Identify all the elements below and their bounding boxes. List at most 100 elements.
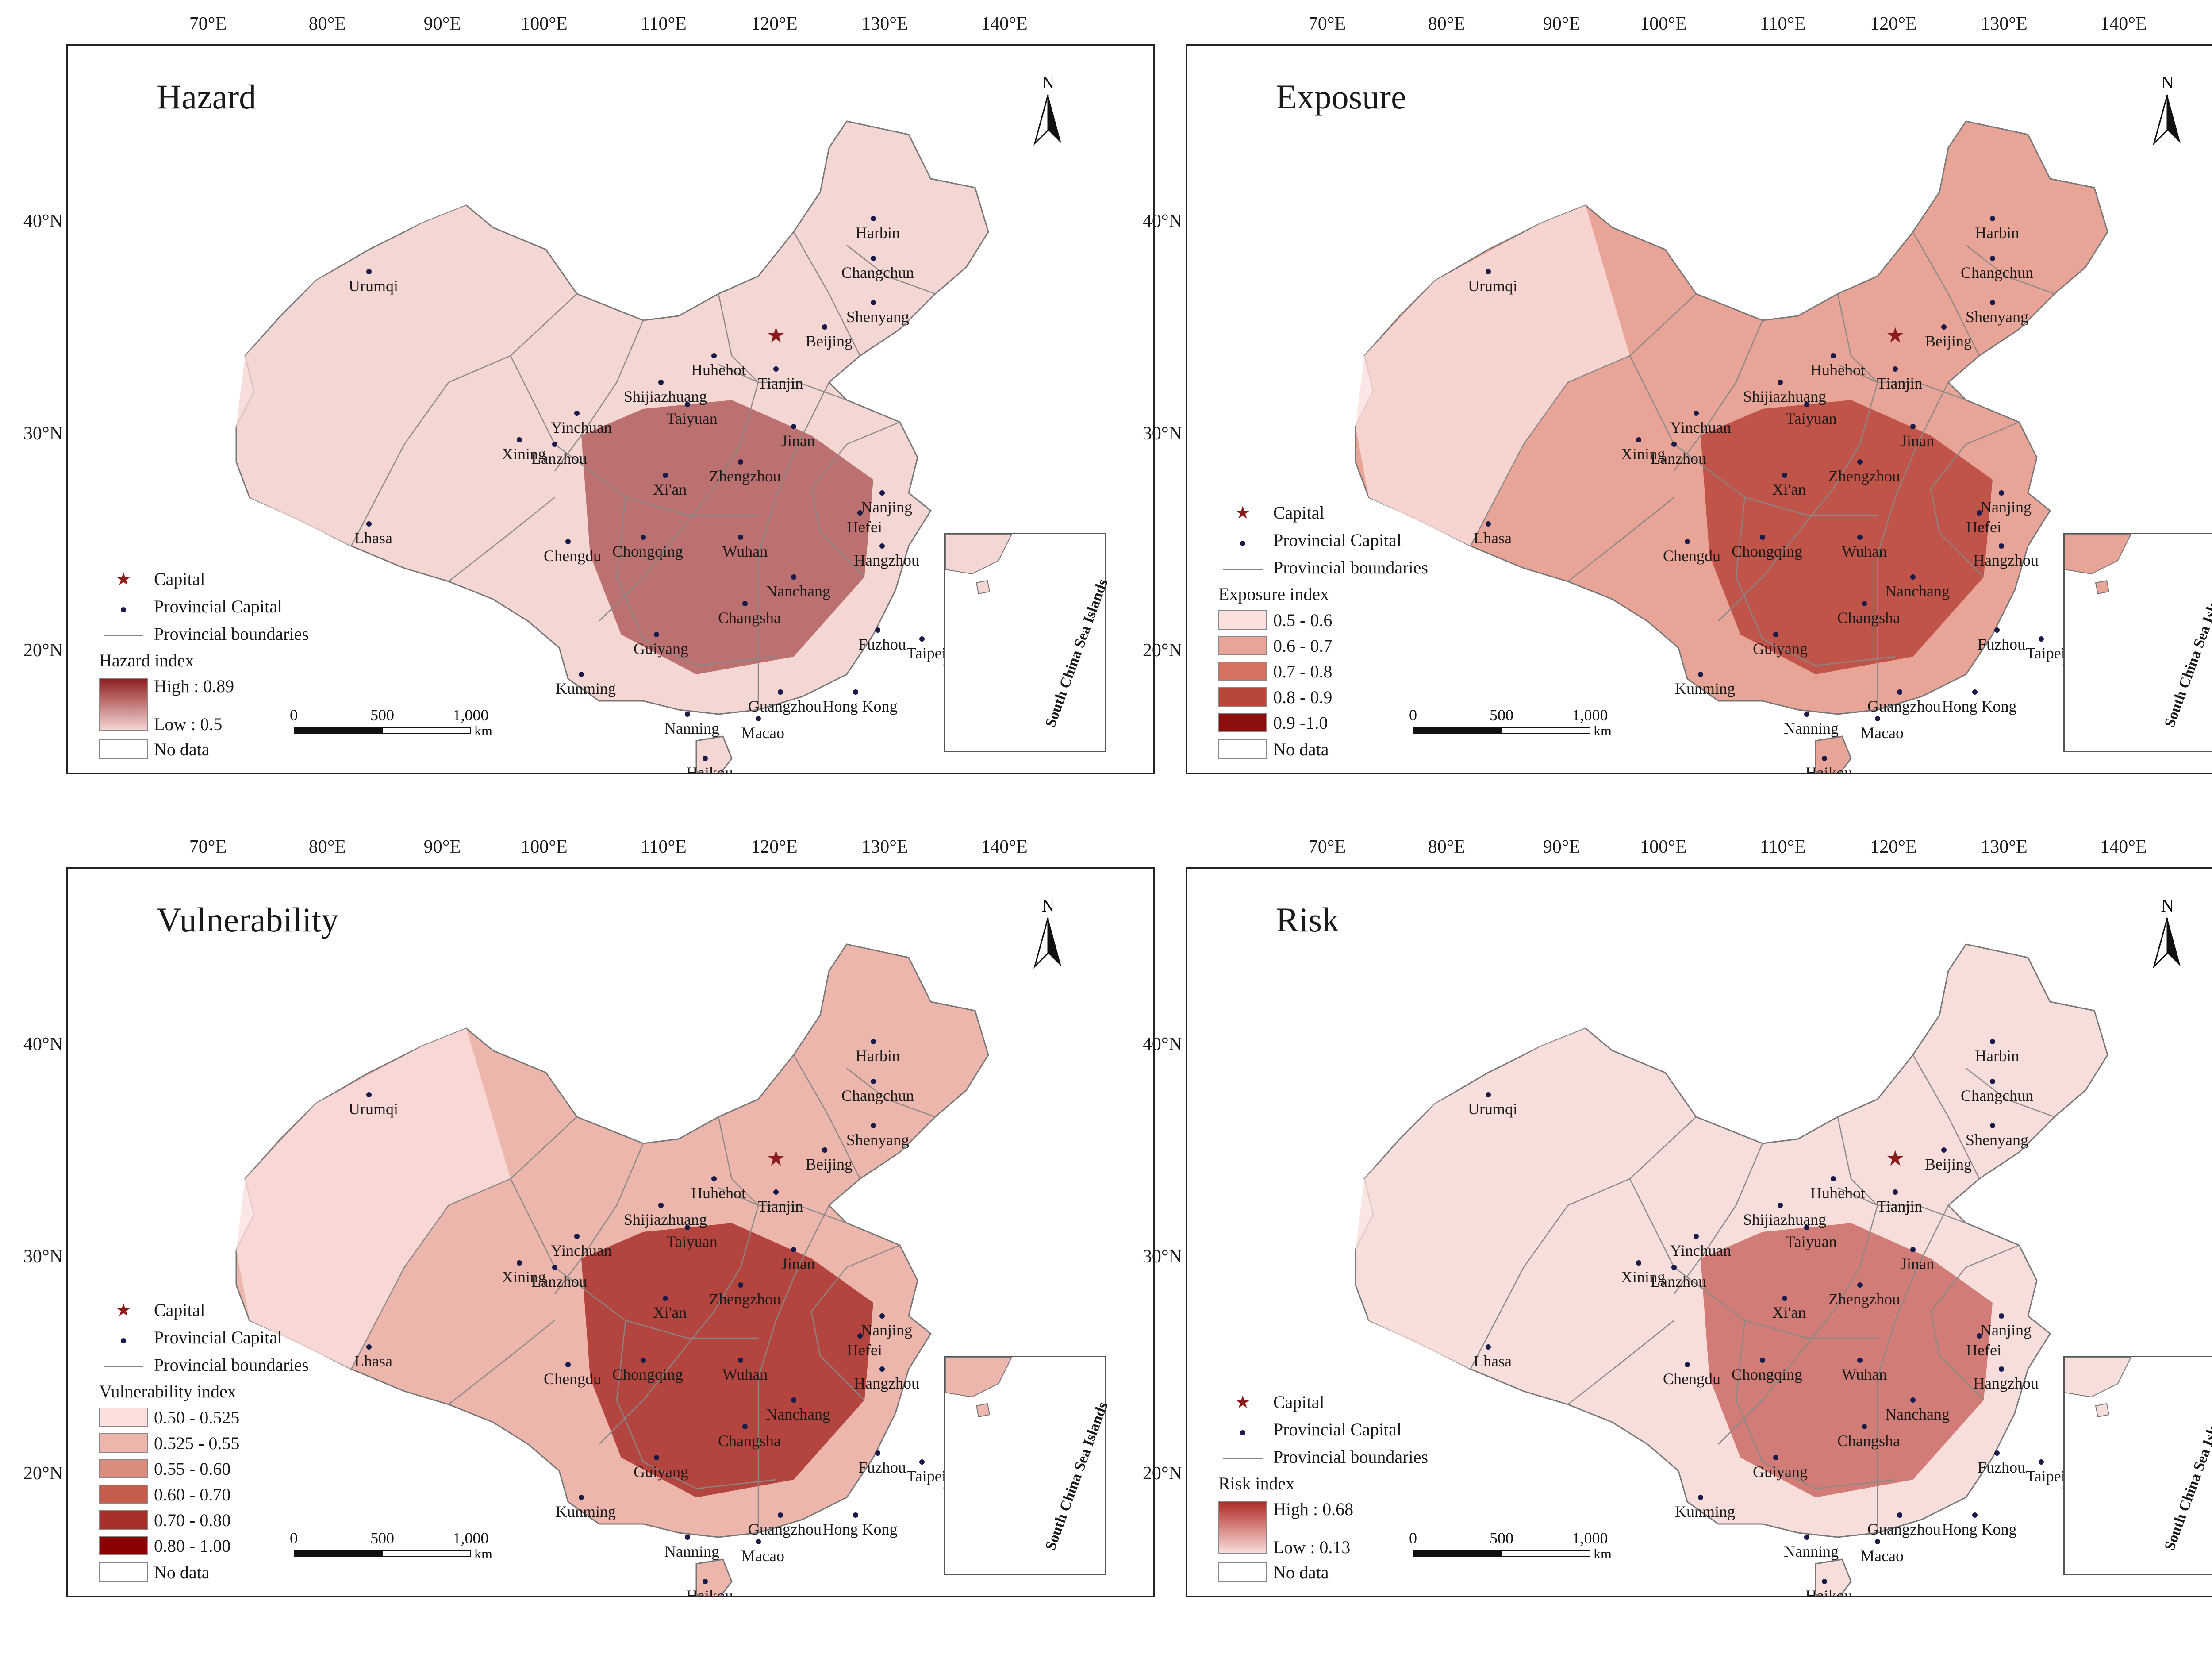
city-label: Hangzhou <box>1973 1374 2039 1392</box>
city-label: Fuzhou <box>1978 635 2025 653</box>
lon-tick-label: 100°E <box>521 14 568 34</box>
city-label: Jinan <box>1901 1255 1934 1273</box>
scale-tick-label: 1,000 <box>453 706 489 724</box>
city-label: Xining <box>501 1268 546 1286</box>
north-arrow: N <box>2147 896 2187 971</box>
scale-tick-label: 1,000 <box>1572 706 1608 724</box>
legend-capital: ★ Capital <box>115 569 205 589</box>
city-label: Lhasa <box>1474 529 1512 547</box>
provincial-capital-dot <box>1773 1455 1778 1460</box>
provincial-boundary <box>616 1320 776 1489</box>
legend-title: Exposure index <box>1218 584 1329 604</box>
low-index-region <box>1356 1028 1630 1369</box>
map-panel-vulnerability: 70°E 80°E 90°E 100°E 110°E 120°E 130°E 140°E ★ Vu… <box>23 823 1155 1597</box>
city-label: Xining <box>1621 445 1666 463</box>
legend-class: 0.9 -1.0 <box>1218 710 1428 735</box>
provincial-capital-dot <box>773 1189 779 1195</box>
provincial-boundary <box>793 1054 861 1179</box>
china-map: ★ <box>235 120 989 773</box>
provincial-capital-dot <box>1857 1282 1863 1288</box>
scale-tick-label: 0 <box>1409 706 1417 724</box>
provincial-boundary <box>1735 1320 1896 1489</box>
city-label: Guiyang <box>634 640 688 658</box>
city-label: Hong Kong <box>1942 1520 2017 1538</box>
provincial-capital-dot <box>654 1455 659 1460</box>
provincial-capital-dot <box>1773 632 1778 637</box>
provincial-capital-dot <box>756 716 761 721</box>
provincial-capital-dot <box>1486 1344 1491 1350</box>
provincial-capital-dot <box>663 473 668 478</box>
provincial-capital-dot <box>1972 689 1978 695</box>
map-panel-exposure: 70°E 80°E 90°E 100°E 110°E 120°E 130°E 140°E ★ Ex… <box>1143 0 2212 774</box>
capital-star: ★ <box>1886 324 1905 347</box>
city-label: Huhehot <box>691 361 746 379</box>
lon-tick-label: 140°E <box>2100 14 2147 34</box>
north-arrow: N <box>1028 73 1068 148</box>
provincial-capital-dot <box>1990 256 1995 261</box>
city-label: Macao <box>1860 724 1904 742</box>
lon-tick-label: 130°E <box>1981 14 2028 34</box>
city-label: Guangzhou <box>748 1520 822 1538</box>
lat-tick-label: 40°N <box>1142 211 1182 231</box>
provincial-capital-dot <box>685 402 690 407</box>
legend-class: 0.5 - 0.6 <box>1218 607 1428 633</box>
city-label: Nanning <box>664 719 719 737</box>
provincial-boundary <box>554 1143 644 1294</box>
provincial-capital-dot <box>1782 473 1787 478</box>
lat-tick-label: 20°N <box>23 1463 63 1484</box>
provincial-boundary <box>846 1068 936 1118</box>
provincial-boundary <box>1470 293 1697 546</box>
city-label: Tianjin <box>1877 374 1923 392</box>
city-label: Fuzhou <box>858 1458 906 1476</box>
lat-tick-label: 20°N <box>1142 640 1182 661</box>
provincial-boundary <box>1718 1205 1878 1445</box>
city-label: Taiyuan <box>666 410 718 427</box>
provincial-capital-dot <box>822 1147 827 1153</box>
city-label: Nanchang <box>766 582 830 600</box>
provincial-boundary <box>1735 497 1896 666</box>
provincial-boundary <box>1837 364 1966 401</box>
city-label: Chongqing <box>1731 542 1803 560</box>
legend-boundaries: Provincial boundaries <box>1218 1443 1428 1470</box>
provincial-capital-dot <box>366 1344 372 1350</box>
china-map: ★ <box>235 943 989 1596</box>
south-china-sea-inset: South China Sea Islands <box>944 1356 1111 1575</box>
provincial-capital-dot <box>1910 424 1916 429</box>
city-label: Harbin <box>1975 224 2019 242</box>
provincial-capital-dot <box>1897 689 1902 695</box>
legend-class: 0.7 - 0.8 <box>1218 658 1428 684</box>
city-label: Chongqing <box>612 1366 684 1383</box>
city-label: Macao <box>741 1547 784 1565</box>
legend-provincial-capital: Provincial Capital <box>99 592 309 620</box>
city-label: Kunming <box>555 680 616 697</box>
provincial-capital-dot <box>1999 543 2004 549</box>
legend-swatch <box>99 1433 148 1453</box>
lat-tick-label: 30°N <box>23 423 63 444</box>
provincial-capital-dot <box>1760 1358 1765 1363</box>
city-label: Zhengzhou <box>709 1290 781 1308</box>
legend-no-data: No data <box>1218 735 1428 763</box>
city-label: Chongqing <box>1731 1366 1803 1383</box>
low-index-region <box>236 205 511 546</box>
capital-star: ★ <box>766 1147 785 1170</box>
city-label: Haikou <box>686 764 733 774</box>
map-frame: ★ Risk N Harbin Changchun Shenyang Beijing Tian… <box>1186 867 2212 1597</box>
legend-low-label: Low : 0.5 <box>154 714 223 734</box>
provincial-capital-dot <box>1893 1189 1898 1195</box>
provincial-capital-dot <box>1698 1495 1703 1500</box>
scale-unit: km <box>474 723 492 739</box>
provincial-capital-dot <box>1990 1123 1995 1128</box>
city-label: Taipei <box>2026 644 2066 662</box>
scale-tick-label: 500 <box>1490 706 1513 724</box>
north-arrow: N <box>1028 896 1068 971</box>
city-label: Changchun <box>841 264 914 281</box>
provincial-capital-dot <box>1875 716 1880 721</box>
city-label: Hefei <box>1966 1341 2001 1359</box>
city-label: Xining <box>1621 1268 1666 1286</box>
city-label: Fuzhou <box>858 635 906 653</box>
provincial-capital-dot <box>791 574 796 580</box>
provincial-boundary <box>448 497 555 582</box>
provincial-capital-dot <box>1822 756 1827 761</box>
provincial-capital-dot <box>1857 535 1863 540</box>
lat-tick-label: 40°N <box>1142 1034 1182 1054</box>
